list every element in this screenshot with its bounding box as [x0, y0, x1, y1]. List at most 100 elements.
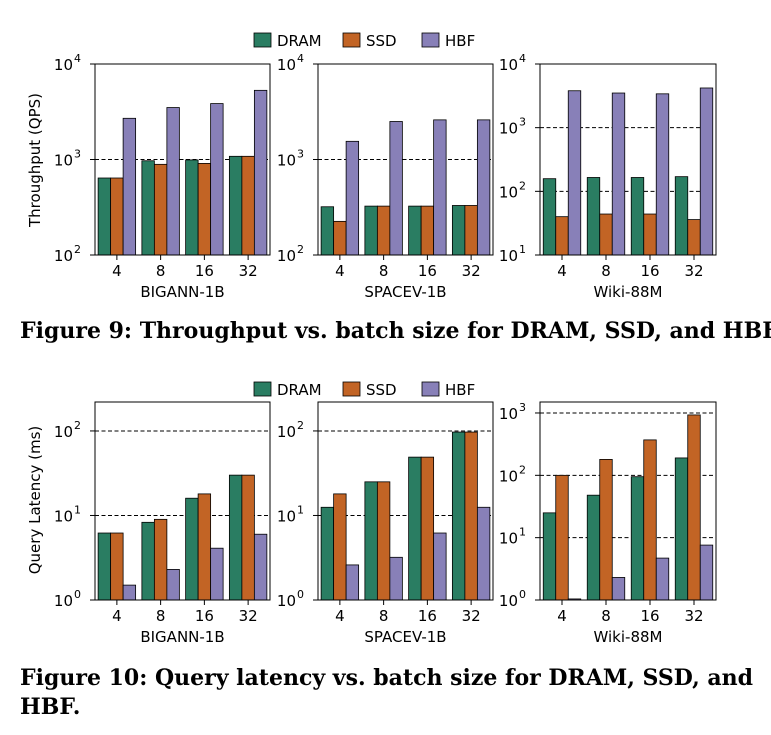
y-tick-exponent: 3 — [519, 401, 526, 414]
legend-label-ssd: SSD — [366, 32, 397, 50]
bar-dram-8 — [586, 177, 601, 256]
y-tick-label: 10 — [54, 152, 73, 170]
bar-dram-4 — [97, 532, 112, 601]
y-tick-label: 10 — [54, 247, 73, 265]
y-tick-label: 10 — [499, 247, 518, 265]
x-tick-label: 4 — [335, 262, 345, 280]
figure9-caption: Figure 9: Throughput vs. batch size for … — [20, 318, 771, 344]
fig10-ylabel: Query Latency (ms) — [26, 426, 44, 575]
x-tick-label: 16 — [418, 262, 437, 280]
bar-ssd-4 — [555, 474, 569, 601]
x-tick-label: 4 — [112, 262, 122, 280]
y-tick-label: 10 — [277, 423, 296, 441]
bar-ssd-16 — [197, 163, 212, 256]
bar-dram-8 — [141, 521, 155, 601]
x-tick-label: 4 — [557, 607, 567, 625]
bar-ssd-32 — [687, 219, 701, 256]
x-tick-label: 32 — [462, 607, 481, 625]
bar-hbf-32 — [476, 119, 491, 256]
x-axis-label: BIGANN-1B — [140, 283, 224, 301]
y-tick-label: 10 — [499, 120, 518, 138]
y-tick-label: 10 — [277, 592, 296, 610]
y-tick-label: 10 — [499, 530, 518, 548]
x-tick-label: 32 — [684, 262, 703, 280]
y-tick-label: 10 — [277, 56, 296, 74]
y-tick-exponent: 3 — [519, 116, 526, 129]
bar-ssd-8 — [599, 213, 613, 256]
bar-dram-4 — [542, 178, 557, 256]
axes-frame — [539, 63, 717, 256]
bar-dram-8 — [141, 160, 155, 256]
bar-dram-32 — [451, 431, 466, 601]
legend-swatch-ssd — [342, 32, 361, 48]
bar-ssd-32 — [687, 414, 701, 601]
y-tick-exponent: 3 — [74, 148, 81, 161]
bar-hbf-8 — [389, 121, 403, 256]
bar-dram-32 — [228, 155, 243, 256]
bar-hbf-8 — [389, 556, 403, 601]
y-tick-exponent: 2 — [297, 419, 304, 432]
bar-dram-8 — [364, 205, 378, 256]
bar-ssd-8 — [599, 459, 613, 601]
x-tick-label: 16 — [640, 262, 659, 280]
x-axis-label: Wiki-88M — [594, 628, 663, 646]
bar-ssd-32 — [464, 431, 478, 601]
bar-dram-32 — [451, 205, 466, 256]
y-tick-exponent: 0 — [519, 588, 526, 601]
y-tick-exponent: 4 — [519, 52, 526, 65]
y-tick-exponent: 4 — [297, 52, 304, 65]
bar-dram-16 — [408, 456, 422, 601]
y-tick-label: 10 — [54, 56, 73, 74]
x-tick-label: 16 — [195, 262, 214, 280]
y-tick-exponent: 1 — [519, 243, 526, 256]
bar-dram-8 — [364, 481, 378, 601]
legend-swatch-dram — [253, 32, 272, 48]
bar-ssd-16 — [643, 213, 657, 256]
x-tick-label: 8 — [601, 607, 611, 625]
bar-ssd-4 — [110, 177, 124, 256]
bar-hbf-16 — [210, 547, 224, 601]
bar-dram-16 — [630, 476, 645, 601]
bar-dram-32 — [228, 474, 243, 601]
bar-dram-32 — [674, 176, 689, 256]
y-tick-exponent: 2 — [74, 243, 81, 256]
x-tick-label: 16 — [640, 607, 659, 625]
bar-hbf-32 — [476, 506, 491, 601]
bar-dram-4 — [320, 506, 335, 601]
y-tick-label: 10 — [499, 467, 518, 485]
bar-ssd-4 — [110, 532, 124, 601]
bar-ssd-16 — [197, 493, 212, 601]
x-tick-label: 8 — [601, 262, 611, 280]
bar-hbf-16 — [433, 532, 447, 601]
bar-ssd-4 — [333, 493, 347, 601]
x-tick-label: 8 — [379, 607, 389, 625]
bar-dram-16 — [185, 159, 199, 256]
bar-dram-16 — [408, 205, 422, 256]
bar-hbf-16 — [210, 103, 224, 256]
bar-ssd-4 — [333, 220, 347, 256]
legend-swatch-ssd — [342, 381, 361, 397]
y-tick-label: 10 — [499, 56, 518, 74]
bar-hbf-16 — [433, 119, 447, 256]
bar-hbf-4 — [122, 117, 137, 256]
y-tick-label: 10 — [499, 405, 518, 423]
bar-hbf-8 — [166, 569, 180, 601]
bar-hbf-32 — [253, 89, 268, 256]
bar-hbf-32 — [699, 544, 714, 601]
y-tick-exponent: 0 — [297, 588, 304, 601]
bar-ssd-8 — [376, 205, 391, 256]
bar-hbf-8 — [611, 577, 626, 601]
x-tick-label: 16 — [418, 607, 437, 625]
legend-swatch-hbf — [421, 32, 440, 48]
bar-hbf-4 — [122, 584, 137, 601]
x-axis-label: BIGANN-1B — [140, 628, 224, 646]
legend-swatch-hbf — [421, 381, 440, 397]
legend-figure9: DRAM SSD HBF — [253, 32, 475, 50]
y-tick-exponent: 2 — [297, 243, 304, 256]
y-tick-exponent: 2 — [519, 179, 526, 192]
bar-ssd-16 — [420, 456, 435, 601]
x-tick-label: 8 — [156, 262, 166, 280]
legend-label-dram: DRAM — [277, 381, 322, 399]
